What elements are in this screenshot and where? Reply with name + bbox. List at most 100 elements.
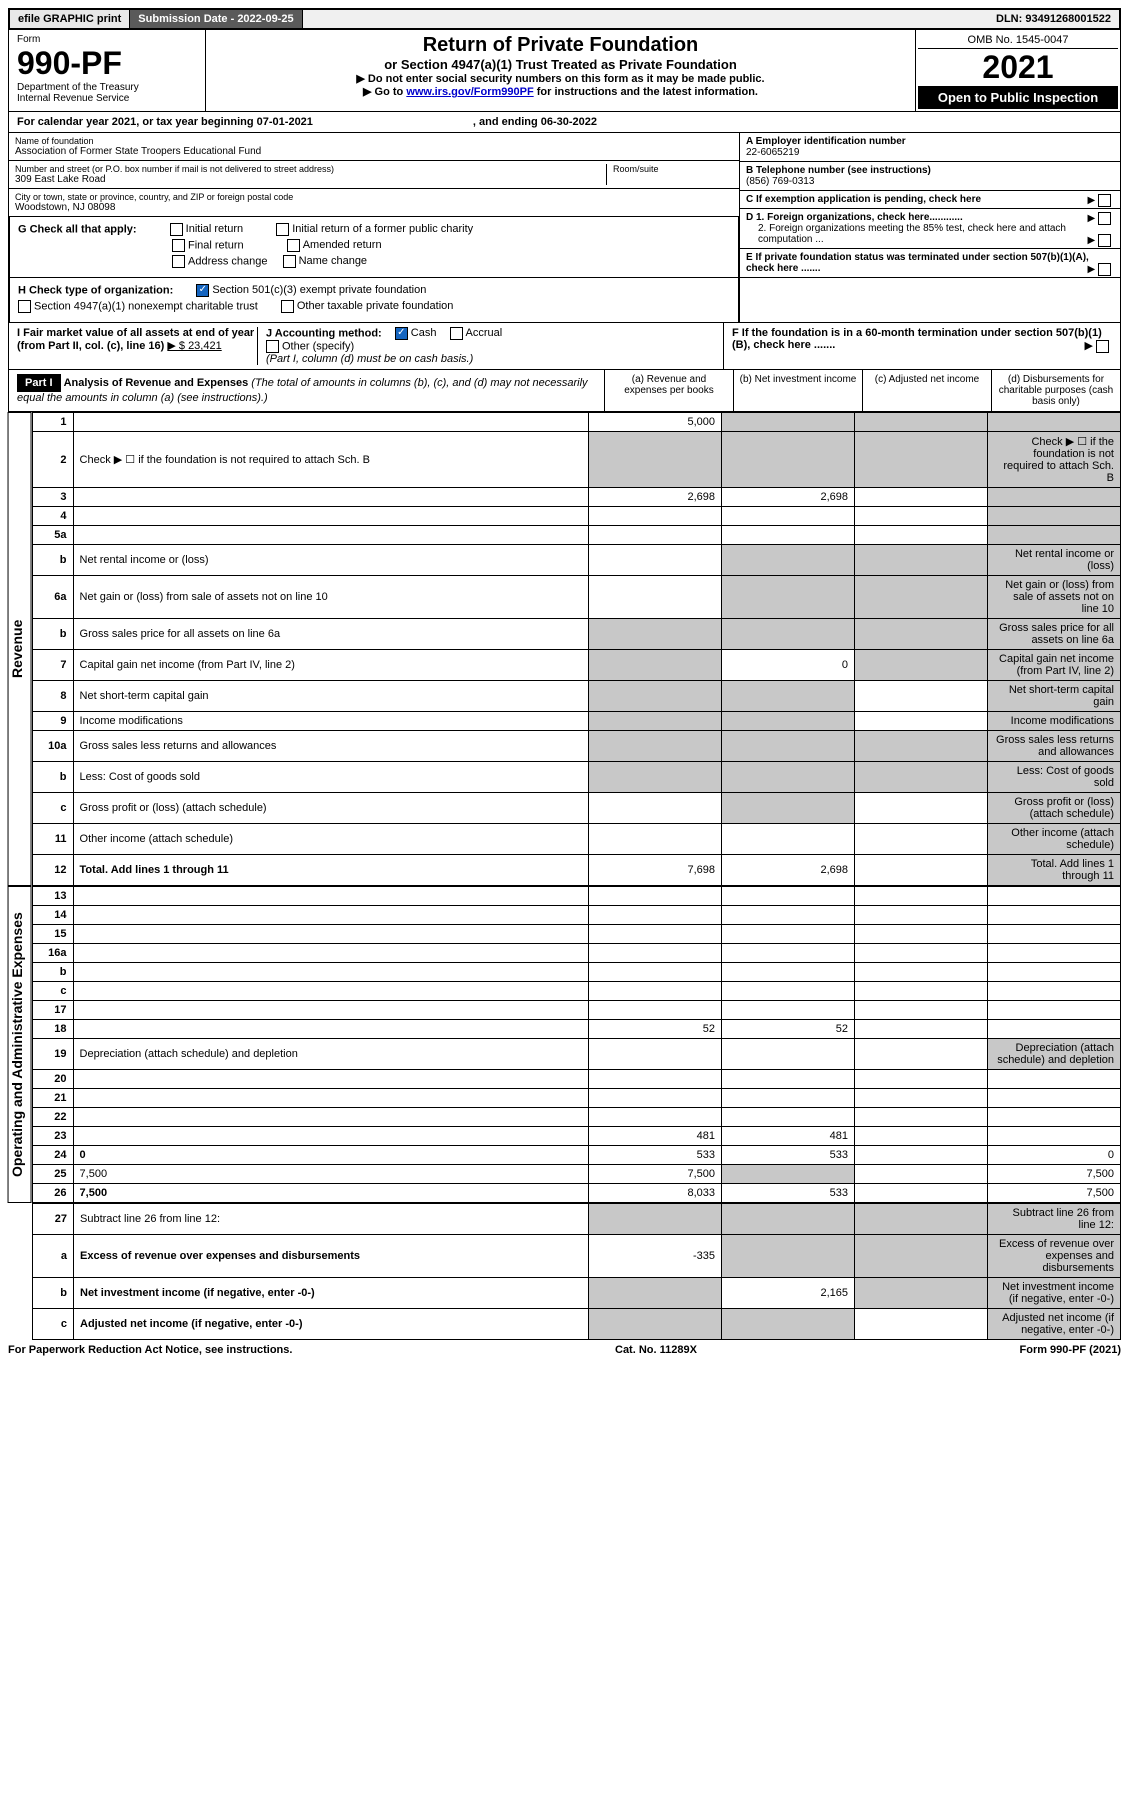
checkbox-initial[interactable] <box>170 223 183 236</box>
phone-cell: B Telephone number (see instructions) (8… <box>740 162 1120 191</box>
cell-c <box>855 1020 988 1039</box>
checkbox-other-method[interactable] <box>266 340 279 353</box>
table-row: bNet investment income (if negative, ent… <box>33 1278 1121 1309</box>
cell-d: Gross sales less returns and allowances <box>988 731 1121 762</box>
line-number: 26 <box>32 1184 73 1203</box>
line-number: 1 <box>32 413 73 432</box>
cell-b <box>722 1108 855 1127</box>
cell-c <box>855 1127 988 1146</box>
line-desc: Net rental income or (loss) <box>73 545 588 576</box>
cell-d: Net short-term capital gain <box>988 681 1121 712</box>
checkbox-addr-change[interactable] <box>172 255 185 268</box>
cell-b <box>722 762 855 793</box>
cell-a <box>589 793 722 824</box>
cell-c <box>855 507 988 526</box>
foundation-name-cell: Name of foundation Association of Former… <box>9 133 739 161</box>
cell-d <box>988 526 1121 545</box>
table-row: 11Other income (attach schedule)Other in… <box>32 824 1120 855</box>
line27-table: 27Subtract line 26 from line 12:Subtract… <box>32 1203 1121 1340</box>
checkbox-amended[interactable] <box>287 239 300 252</box>
instr2: ▶ Go to www.irs.gov/Form990PF for instru… <box>214 85 907 98</box>
checkbox-name-change[interactable] <box>283 255 296 268</box>
cell-c <box>855 1146 988 1165</box>
table-row: 20 <box>32 1070 1120 1089</box>
line-number: b <box>32 545 73 576</box>
checkbox-accrual[interactable] <box>450 327 463 340</box>
table-row: 22 <box>32 1108 1120 1127</box>
form-number: 990-PF <box>17 45 197 82</box>
line-desc <box>73 1127 588 1146</box>
table-row: 4 <box>32 507 1120 526</box>
line-desc: Depreciation (attach schedule) and deple… <box>73 1039 588 1070</box>
cell-a <box>589 432 722 488</box>
table-row: 5a <box>32 526 1120 545</box>
cell-a <box>589 1108 722 1127</box>
checkbox-c[interactable] <box>1098 194 1111 207</box>
line-number: 15 <box>32 925 73 944</box>
line-number: b <box>32 963 73 982</box>
checkbox-4947[interactable] <box>18 300 31 313</box>
cell-b <box>722 1204 855 1235</box>
subtitle: or Section 4947(a)(1) Trust Treated as P… <box>214 57 907 72</box>
line-desc <box>73 944 588 963</box>
line-number: 25 <box>32 1165 73 1184</box>
part1-header: Part I Analysis of Revenue and Expenses … <box>8 370 1121 412</box>
line-desc: Excess of revenue over expenses and disb… <box>74 1235 589 1278</box>
checkbox-e[interactable] <box>1098 263 1111 276</box>
checkbox-f[interactable] <box>1096 340 1109 353</box>
cell-b <box>722 681 855 712</box>
cell-b <box>722 619 855 650</box>
checkbox-d2[interactable] <box>1098 234 1111 247</box>
expenses-section: Operating and Administrative Expenses 13… <box>8 886 1121 1203</box>
line-desc <box>73 488 588 507</box>
cell-b: 2,165 <box>722 1278 855 1309</box>
cell-c <box>855 1204 988 1235</box>
header-center: Return of Private Foundation or Section … <box>206 30 915 111</box>
line-desc: Net short-term capital gain <box>73 681 588 712</box>
cell-c <box>855 824 988 855</box>
cell-a <box>589 824 722 855</box>
expenses-label: Operating and Administrative Expenses <box>8 886 32 1203</box>
section-j: J Accounting method: ✓Cash Accrual Other… <box>257 327 715 365</box>
omb: OMB No. 1545-0047 <box>918 32 1118 49</box>
cell-d <box>988 507 1121 526</box>
cell-a <box>589 650 722 681</box>
header-right: OMB No. 1545-0047 2021 Open to Public In… <box>915 30 1120 111</box>
cell-b <box>722 982 855 1001</box>
cell-d: Total. Add lines 1 through 11 <box>988 855 1121 886</box>
table-row: 17 <box>32 1001 1120 1020</box>
cell-a: 5,000 <box>589 413 722 432</box>
cell-a <box>589 1070 722 1089</box>
cell-c <box>855 1089 988 1108</box>
checkbox-initial-former[interactable] <box>276 223 289 236</box>
cell-c <box>855 1039 988 1070</box>
line-desc <box>73 963 588 982</box>
checkbox-cash[interactable]: ✓ <box>395 327 408 340</box>
cell-b: 533 <box>722 1184 855 1203</box>
cell-c <box>855 963 988 982</box>
cell-d <box>988 963 1121 982</box>
cell-d: Check ▶ ☐ if the foundation is not requi… <box>988 432 1121 488</box>
cell-d <box>988 1089 1121 1108</box>
cell-b <box>722 1039 855 1070</box>
checkbox-501c3[interactable]: ✓ <box>196 284 209 297</box>
line-number: 16a <box>32 944 73 963</box>
table-row: bGross sales price for all assets on lin… <box>32 619 1120 650</box>
cell-d: Adjusted net income (if negative, enter … <box>988 1309 1121 1340</box>
cell-a <box>589 507 722 526</box>
line-number: 24 <box>32 1146 73 1165</box>
checkbox-final[interactable] <box>172 239 185 252</box>
checkbox-other-tax[interactable] <box>281 300 294 313</box>
irs-link[interactable]: www.irs.gov/Form990PF <box>406 86 533 98</box>
cell-a <box>589 963 722 982</box>
table-row: 14 <box>32 906 1120 925</box>
cell-a <box>589 619 722 650</box>
cell-a <box>589 762 722 793</box>
efile-label[interactable]: efile GRAPHIC print <box>10 10 130 28</box>
room-label: Room/suite <box>613 164 733 174</box>
line-number: 18 <box>32 1020 73 1039</box>
checkbox-d1[interactable] <box>1098 212 1111 225</box>
section-f: F If the foundation is in a 60-month ter… <box>723 323 1120 369</box>
revenue-label: Revenue <box>8 412 32 886</box>
line-number: 7 <box>32 650 73 681</box>
